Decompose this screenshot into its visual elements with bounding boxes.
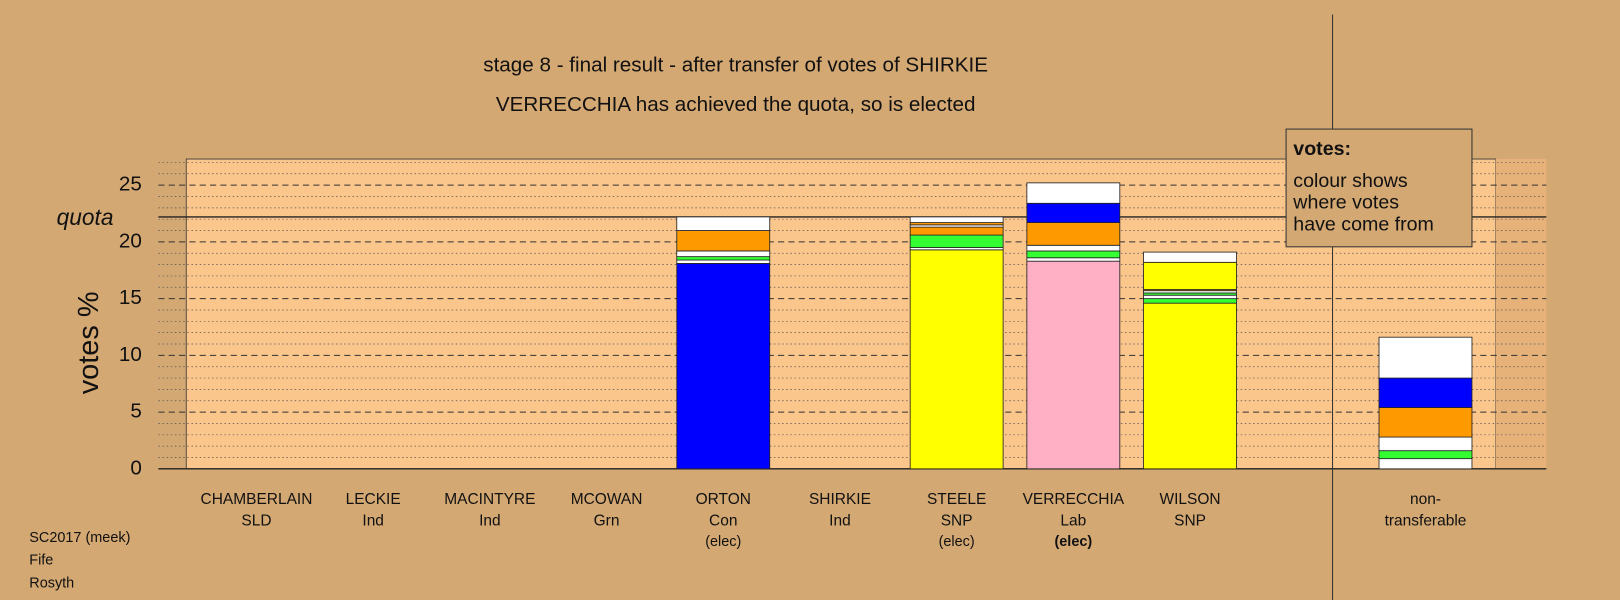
bar-segment [676, 263, 771, 470]
bar-segment [1378, 436, 1473, 452]
y-tick-label: 25 [119, 173, 142, 196]
grid [158, 162, 1547, 470]
elected-label: (elec) [705, 534, 741, 550]
legend-line: have come from [1293, 213, 1434, 235]
x-tick-sublabel: Con [709, 513, 737, 530]
x-tick-label: WILSON [1159, 491, 1220, 508]
x-tick-label: SHIRKIE [809, 491, 871, 508]
legend-box [1285, 128, 1473, 248]
y-tick-label: 15 [119, 286, 142, 309]
x-tick-label: CHAMBERLAIN [201, 491, 313, 508]
y-tick-label: 0 [130, 456, 141, 479]
bar-segment [1378, 377, 1473, 408]
y-axis-label: votes % [73, 291, 105, 394]
bar-segment [1026, 222, 1121, 246]
bar-segment [909, 226, 1004, 236]
x-tick-sublabel: Ind [362, 513, 384, 530]
x-tick-label: MCOWAN [571, 491, 643, 508]
bar-segment [909, 216, 1004, 224]
bar-segment [1026, 250, 1121, 259]
x-tick-sublabel: Ind [479, 513, 501, 530]
bar-segment [1143, 302, 1237, 470]
x-tick-label: STEELE [927, 491, 986, 508]
bar-segment [1026, 182, 1121, 204]
footer-line: SC2017 (meek) [29, 530, 130, 546]
legend-line: colour shows [1293, 170, 1408, 192]
elected-label: (elec) [939, 534, 975, 550]
x-tick-sublabel: Lab [1060, 513, 1086, 530]
bar-segment [1143, 294, 1237, 300]
plot-margin [1495, 159, 1547, 469]
footer-line: Fife [29, 553, 53, 569]
x-tick-sublabel: Grn [594, 513, 620, 530]
y-tick-label: 5 [130, 400, 141, 423]
bar-segment [676, 256, 771, 261]
x-tick-sublabel: SNP [1174, 513, 1206, 530]
bar-segment [676, 216, 771, 231]
bar-segment [909, 234, 1004, 248]
bar-segment [1143, 261, 1237, 290]
bar-segment [1143, 298, 1237, 304]
footer-line: Rosyth [29, 575, 74, 591]
x-tick-label: ORTON [696, 491, 751, 508]
chart-subtitle: VERRECCHIA has achieved the quota, so is… [496, 93, 976, 116]
bar-segment [1026, 202, 1121, 224]
x-tick-sublabel: SLD [241, 513, 271, 530]
bar-segment [1026, 244, 1121, 252]
bar-segment [676, 250, 771, 258]
bars [676, 182, 1473, 470]
bar-segment [1378, 458, 1473, 470]
bar-segment [1026, 257, 1121, 262]
chart-title: stage 8 - final result - after transfer … [483, 54, 988, 77]
y-tick-label: 20 [119, 229, 142, 252]
bar-segment [1378, 336, 1473, 379]
bar-segment [1378, 450, 1473, 460]
x-tick-label: MACINTYRE [444, 491, 535, 508]
quota-label: quota [57, 204, 114, 230]
legend: votes: colour shows where votes have com… [1285, 128, 1473, 248]
x-tick-sublabel: Ind [829, 513, 851, 530]
bar-segment [909, 249, 1004, 470]
legend-title: votes: [1293, 138, 1351, 160]
bar-segment [676, 259, 771, 264]
x-tick-label: LECKIE [346, 491, 401, 508]
elected-label: (elec) [1054, 534, 1092, 550]
bar-segment [1378, 407, 1473, 438]
bar-segment [676, 230, 771, 252]
legend-line: where votes [1292, 192, 1399, 214]
plot-area [185, 158, 1497, 470]
bar-segment [1026, 260, 1121, 470]
x-tick-label: VERRECCHIA [1023, 491, 1125, 508]
bar-segment [1143, 251, 1237, 263]
x-tick-label: non- [1410, 491, 1441, 508]
x-tick-sublabel: SNP [941, 513, 973, 530]
y-tick-label: 10 [119, 343, 142, 366]
x-tick-sublabel: transferable [1385, 513, 1467, 530]
